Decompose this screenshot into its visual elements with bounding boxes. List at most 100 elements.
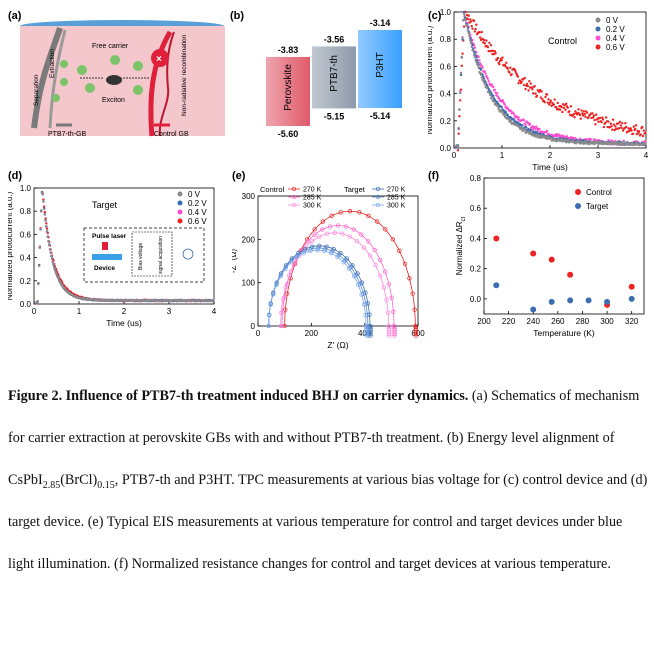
data-point bbox=[496, 105, 500, 108]
caption-title: Figure 2. Influence of PTB7-th treatment… bbox=[8, 388, 469, 404]
data-point bbox=[351, 227, 356, 232]
legend-marker bbox=[177, 191, 183, 197]
y-tick-label: 200 bbox=[242, 235, 256, 244]
data-point bbox=[597, 120, 600, 123]
data-point bbox=[381, 285, 386, 290]
data-point bbox=[480, 30, 483, 34]
data-point bbox=[37, 282, 40, 286]
data-point bbox=[530, 86, 533, 89]
data-point bbox=[483, 42, 487, 45]
data-point bbox=[469, 18, 472, 21]
data-point bbox=[608, 143, 612, 146]
data-point bbox=[460, 64, 463, 68]
data-point bbox=[459, 72, 463, 75]
data-point bbox=[475, 23, 478, 26]
data-point bbox=[506, 114, 510, 117]
data-point bbox=[467, 14, 470, 17]
data-point bbox=[392, 333, 397, 338]
data-point bbox=[538, 127, 541, 131]
inset-bias: Bias voltage bbox=[138, 243, 144, 270]
data-point bbox=[479, 36, 482, 39]
data-point bbox=[524, 87, 527, 91]
data-point bbox=[278, 274, 283, 279]
carrier-particle bbox=[60, 60, 68, 68]
data-point bbox=[459, 99, 462, 102]
data-point bbox=[288, 260, 294, 265]
legend-marker bbox=[177, 200, 183, 206]
data-point bbox=[479, 73, 483, 76]
x-tick-label: 0 bbox=[32, 307, 37, 316]
data-point bbox=[50, 254, 53, 258]
data-point bbox=[489, 44, 493, 47]
data-point bbox=[614, 125, 617, 128]
data-point bbox=[356, 282, 361, 288]
legend-marker bbox=[575, 189, 581, 195]
data-point bbox=[580, 109, 583, 112]
data-point bbox=[628, 283, 635, 290]
data-point bbox=[581, 114, 585, 117]
data-point bbox=[457, 132, 460, 135]
extraction-label: Extraction bbox=[49, 49, 56, 78]
data-point bbox=[472, 49, 475, 52]
x-tick-label: 2 bbox=[122, 307, 127, 316]
data-point bbox=[280, 297, 286, 302]
data-point bbox=[578, 113, 582, 117]
fit-curve bbox=[284, 210, 416, 327]
legend-label: Target bbox=[586, 202, 609, 211]
data-point bbox=[459, 89, 462, 93]
inset-device: Device bbox=[94, 265, 115, 272]
data-point bbox=[543, 100, 546, 104]
data-point bbox=[301, 251, 306, 256]
data-point bbox=[609, 122, 612, 125]
y-tick-label: 0.2 bbox=[440, 117, 452, 126]
chart-title: Control bbox=[548, 36, 577, 46]
y-tick-label: 0.2 bbox=[470, 265, 482, 274]
data-point bbox=[266, 323, 271, 329]
data-point bbox=[285, 291, 290, 296]
data-point bbox=[611, 118, 615, 121]
data-point bbox=[545, 93, 549, 96]
data-point bbox=[517, 116, 520, 119]
data-point bbox=[581, 112, 584, 115]
data-point bbox=[386, 282, 392, 287]
data-point bbox=[598, 116, 602, 120]
caption-b-post: , PTB7-th and P3HT. TPC measurements at … bbox=[8, 472, 648, 572]
x-tick-label: 280 bbox=[576, 317, 590, 326]
y-tick-label: 0.4 bbox=[20, 254, 32, 263]
data-point bbox=[488, 91, 491, 95]
data-point bbox=[565, 102, 568, 105]
data-point bbox=[574, 110, 577, 113]
fit-curve bbox=[281, 225, 395, 327]
legend-control-label: Control GB bbox=[154, 131, 189, 138]
data-point bbox=[372, 247, 377, 253]
data-point bbox=[327, 224, 333, 229]
data-point bbox=[498, 97, 501, 101]
x-tick-label: 600 bbox=[411, 329, 425, 338]
data-point bbox=[483, 70, 487, 73]
panel-a-schematic: Free carrier × Exciton Extraction Separa… bbox=[20, 20, 225, 138]
fit-curve bbox=[268, 249, 367, 327]
data-point bbox=[556, 101, 559, 105]
data-point bbox=[504, 65, 507, 68]
data-point bbox=[602, 125, 606, 129]
data-point bbox=[523, 129, 526, 132]
data-point bbox=[492, 85, 495, 89]
data-point bbox=[634, 127, 637, 131]
data-point bbox=[361, 245, 367, 250]
data-point bbox=[354, 239, 360, 244]
data-point bbox=[530, 250, 537, 257]
data-point bbox=[493, 235, 500, 242]
data-point bbox=[41, 192, 44, 196]
data-point bbox=[282, 323, 287, 329]
data-point bbox=[538, 88, 542, 92]
data-point bbox=[320, 219, 326, 224]
data-point bbox=[508, 71, 511, 74]
data-point bbox=[43, 213, 47, 216]
panel-label-c: (c) bbox=[428, 10, 442, 22]
legend-marker bbox=[595, 44, 601, 50]
data-point bbox=[472, 53, 476, 57]
data-point bbox=[462, 19, 465, 22]
data-point bbox=[456, 149, 460, 152]
data-point bbox=[45, 225, 48, 228]
data-point bbox=[530, 131, 533, 134]
